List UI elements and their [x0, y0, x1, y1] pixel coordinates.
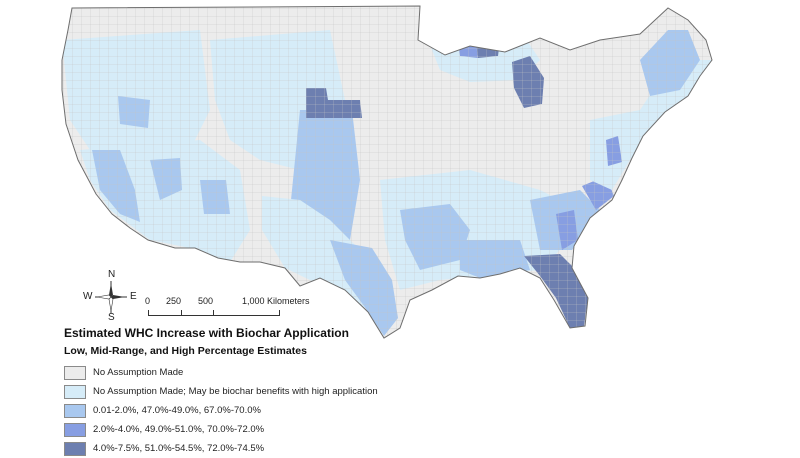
- scale-bar: 0 250 500 1,000 Kilometers: [140, 296, 350, 318]
- legend-label: No Assumption Made; May be biochar benef…: [93, 386, 378, 397]
- scale-tick-250: [181, 310, 182, 315]
- legend-label: No Assumption Made: [93, 367, 184, 378]
- map-legend: Estimated WHC Increase with Biochar Appl…: [64, 326, 484, 458]
- legend-swatch: [64, 384, 86, 399]
- legend-item: 0.01-2.0%, 47.0%-49.0%, 67.0%-70.0%: [64, 401, 484, 420]
- compass-e: E: [130, 291, 137, 302]
- legend-title: Estimated WHC Increase with Biochar Appl…: [64, 326, 349, 340]
- legend-item: 2.0%-4.0%, 49.0%-51.0%, 70.0%-72.0%: [64, 420, 484, 439]
- legend-item: No Assumption Made: [64, 363, 484, 382]
- legend-swatch: [64, 403, 86, 418]
- north-arrow: N S W E: [83, 269, 137, 323]
- legend-swatch: [64, 422, 86, 437]
- legend-label: 2.0%-4.0%, 49.0%-51.0%, 70.0%-72.0%: [93, 424, 265, 435]
- legend-item: 4.0%-7.5%, 51.0%-54.5%, 72.0%-74.5%: [64, 439, 484, 458]
- compass-w: W: [83, 291, 93, 302]
- legend-swatch: [64, 365, 86, 380]
- legend-subtitle: Low, Mid-Range, and High Percentage Esti…: [64, 345, 307, 357]
- compass-n: N: [108, 269, 116, 280]
- legend-label: 0.01-2.0%, 47.0%-49.0%, 67.0%-70.0%: [93, 405, 261, 416]
- scale-label-0: 0: [145, 296, 151, 306]
- compass-rose-icon: [95, 281, 127, 313]
- us-county-map: [61, 5, 713, 339]
- legend-item: No Assumption Made; May be biochar benef…: [64, 382, 484, 401]
- scale-line: [148, 310, 280, 316]
- scale-label-500: 500: [198, 296, 214, 306]
- scale-label-1000: 1,000 Kilometers: [242, 296, 310, 306]
- scale-label-250: 250: [166, 296, 182, 306]
- scale-tick-500: [213, 310, 214, 315]
- legend-swatch: [64, 441, 86, 456]
- compass-s: S: [108, 312, 115, 323]
